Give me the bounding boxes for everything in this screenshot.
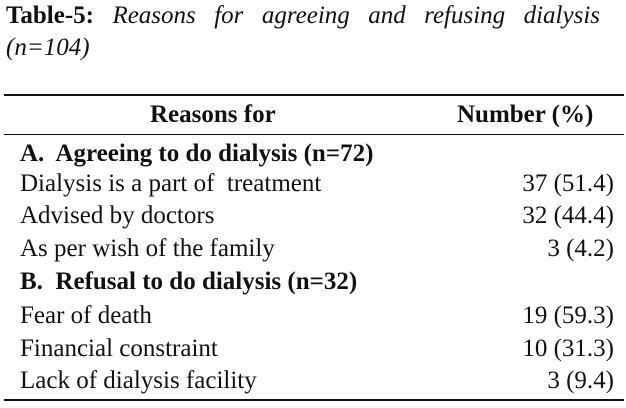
table-row: Financial constraint 10 (31.3) xyxy=(0,333,626,365)
row-reason: Dialysis is a part of treatment xyxy=(20,170,322,197)
column-header-number: Number (%) xyxy=(457,101,594,128)
row-reason: As per wish of the family xyxy=(20,235,275,262)
row-value: 32 (44.4) xyxy=(522,202,614,229)
table-bottom-rule xyxy=(4,399,624,401)
column-header-reason: Reasons for xyxy=(150,101,276,128)
table-row: Fear of death 19 (59.3) xyxy=(0,300,626,332)
table-header-rule xyxy=(4,134,624,135)
table-row-section-refusal: B. Refusal to do dialysis (n=32) xyxy=(0,266,626,298)
row-reason: B. Refusal to do dialysis (n=32) xyxy=(20,268,358,295)
row-value: 37 (51.4) xyxy=(522,170,614,197)
row-reason: Advised by doctors xyxy=(20,202,215,229)
table-label: Table-5: xyxy=(6,2,94,29)
row-reason: A. Agreeing to do dialysis (n=72) xyxy=(20,140,374,167)
row-reason: Financial constraint xyxy=(20,335,218,362)
row-reason: Fear of death xyxy=(20,302,152,329)
row-value: 10 (31.3) xyxy=(522,335,614,362)
table-row: As per wish of the family 3 (4.2) xyxy=(0,233,626,265)
row-value: 3 (4.2) xyxy=(547,235,614,262)
table-top-rule xyxy=(4,94,624,96)
table-row: Advised by doctors 32 (44.4) xyxy=(0,200,626,232)
row-reason: Lack of dialysis facility xyxy=(20,367,257,394)
row-value: 19 (59.3) xyxy=(522,302,614,329)
table-row: Lack of dialysis facility 3 (9.4) xyxy=(0,365,626,397)
table-row-section-agreeing: A. Agreeing to do dialysis (n=72) xyxy=(0,138,626,170)
table-row: Dialysis is a part of treatment 37 (51.4… xyxy=(0,168,626,200)
table-title: Reasons for agreeing and refusing dialys… xyxy=(6,2,601,61)
row-value: 3 (9.4) xyxy=(547,367,614,394)
table-caption: Table-5: Reasons for agreeing and refusi… xyxy=(6,0,600,64)
